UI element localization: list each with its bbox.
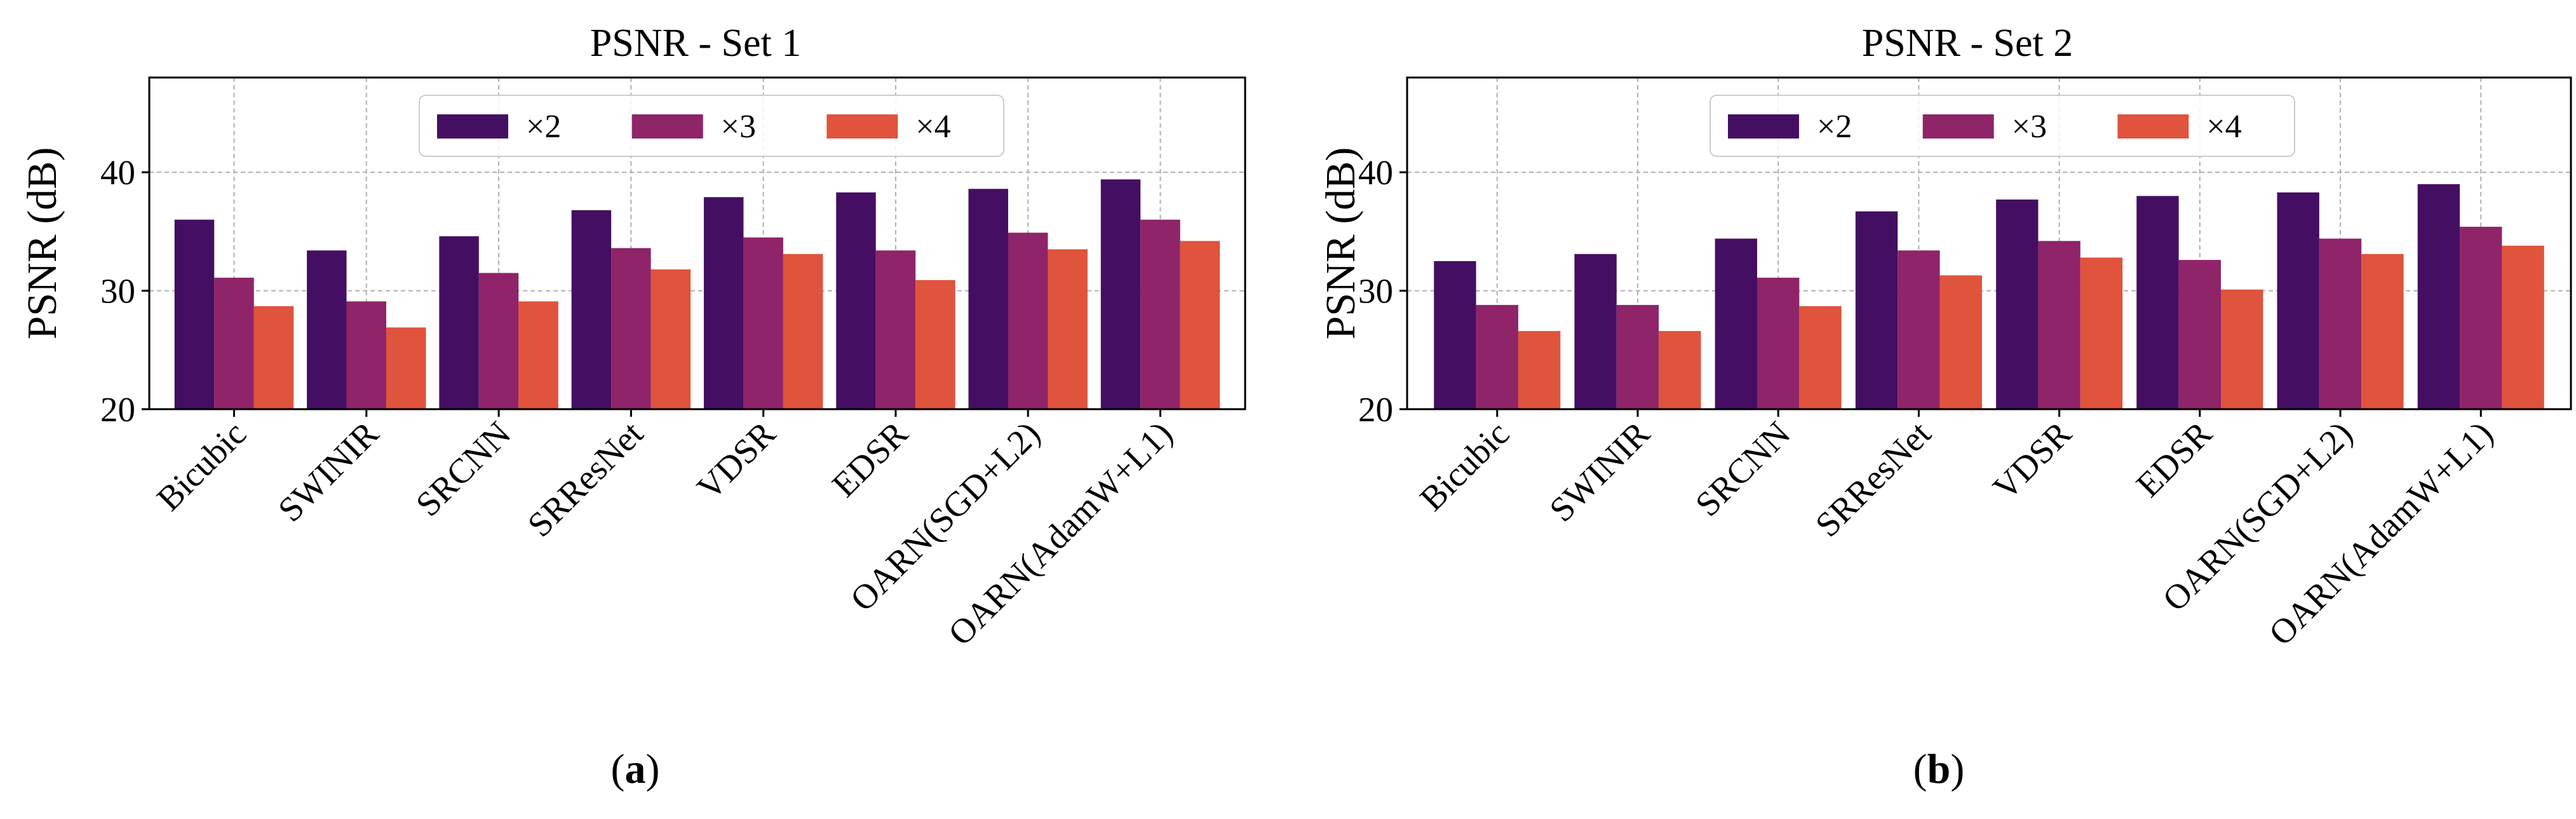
bar — [875, 250, 916, 409]
bar — [386, 327, 426, 409]
legend-label: ×3 — [2012, 109, 2047, 145]
chart-panel-b: PSNR - Set 2 PSNR (dB) 20 30 40 Bicubic SWIN… — [1318, 22, 2572, 792]
y-axis-label: PSNR (dB) — [1318, 147, 1364, 340]
bar — [307, 250, 347, 409]
y-tick-label: 20 — [1358, 390, 1393, 429]
bar — [783, 254, 823, 409]
bar — [915, 280, 955, 409]
bar — [1140, 219, 1180, 409]
legend-swatch — [2117, 114, 2189, 139]
legend-swatch — [826, 114, 898, 139]
y-tick-label: 20 — [100, 390, 135, 429]
bar — [2038, 241, 2080, 409]
legend: ×2 ×3 ×4 — [419, 95, 1004, 157]
legend-label: ×2 — [1817, 109, 1852, 145]
x-tick-label: SWINIR — [1542, 414, 1657, 529]
plot-frame — [148, 76, 1246, 410]
chart-title: PSNR - Set 2 — [1862, 22, 2073, 65]
legend-label: ×3 — [721, 109, 756, 145]
bar — [253, 306, 294, 409]
bar — [1434, 261, 1476, 409]
bar — [1996, 200, 2039, 409]
plot-frame — [1406, 76, 2572, 410]
legend-label: ×4 — [2206, 109, 2241, 145]
x-tick-label: SRCNN — [408, 414, 518, 524]
bar — [1757, 278, 1800, 409]
y-tick-label: 40 — [1358, 153, 1393, 192]
x-tick-label: SRResNet — [1808, 414, 1938, 544]
x-tick-label: OARN(AdamW+L1) — [941, 414, 1180, 653]
bar — [1518, 330, 1561, 409]
bar — [2502, 245, 2544, 409]
bar — [478, 273, 519, 409]
bar — [836, 192, 876, 409]
legend-swatch — [1922, 114, 1994, 139]
bar — [2361, 254, 2404, 409]
legend-label: ×2 — [526, 109, 561, 145]
bar — [703, 197, 744, 409]
chart-panel-a: PSNR - Set 1 PSNR (dB) 20 30 40 Bicubic SWIN… — [19, 22, 1246, 792]
bar — [2277, 192, 2319, 409]
bar — [1715, 238, 1757, 409]
bar — [1574, 254, 1617, 409]
bar — [2136, 196, 2179, 409]
bar — [1180, 241, 1220, 409]
x-tick-label: Bicubic — [149, 414, 253, 518]
bar — [214, 278, 254, 409]
legend-label: ×4 — [915, 109, 950, 145]
bar — [439, 236, 479, 409]
bar — [174, 219, 215, 409]
x-tick-label: VDSR — [689, 414, 783, 507]
bar — [1939, 275, 1982, 409]
bar — [1616, 304, 1659, 409]
panel-caption: (a) — [611, 746, 660, 792]
bar — [1799, 306, 1842, 409]
bar — [1100, 179, 1141, 409]
bar — [2460, 226, 2502, 409]
bar — [1855, 211, 1898, 409]
y-tick-label: 30 — [1358, 272, 1393, 311]
y-tick-label: 30 — [100, 272, 135, 311]
y-tick-label: 40 — [100, 153, 135, 192]
x-tick-label: Bicubic — [1412, 414, 1516, 518]
x-tick-label: VDSR — [1985, 414, 2079, 507]
bar — [2417, 184, 2460, 409]
bar — [346, 301, 387, 409]
x-tick-label: SRResNet — [520, 414, 651, 544]
legend-swatch — [631, 114, 703, 139]
bar — [1008, 233, 1048, 409]
x-tick-label: SWINIR — [271, 414, 386, 529]
chart-title: PSNR - Set 1 — [590, 22, 801, 65]
bar — [1048, 249, 1088, 409]
bar — [518, 301, 558, 409]
bar — [651, 269, 691, 409]
legend-box — [419, 95, 1004, 157]
bar — [611, 248, 651, 409]
x-tick-label: EDSR — [2129, 414, 2220, 504]
legend-swatch — [1728, 114, 1799, 139]
bar — [2221, 289, 2263, 409]
bar — [2319, 238, 2362, 409]
x-tick-label: SRCNN — [1688, 414, 1798, 524]
bar — [1898, 250, 1940, 409]
bar — [571, 210, 612, 409]
legend: ×2 ×3 ×4 — [1709, 95, 2295, 157]
legend-box — [1709, 95, 2295, 157]
legend-swatch — [437, 114, 508, 139]
bar — [968, 189, 1008, 409]
y-axis-label: PSNR (dB) — [19, 147, 65, 340]
bar — [743, 237, 783, 409]
bar — [1659, 330, 1701, 409]
panel-caption: (b) — [1913, 746, 1965, 792]
bar — [2178, 260, 2222, 409]
bar — [1476, 304, 1518, 409]
bar — [2080, 257, 2123, 409]
x-tick-label: EDSR — [825, 414, 915, 504]
